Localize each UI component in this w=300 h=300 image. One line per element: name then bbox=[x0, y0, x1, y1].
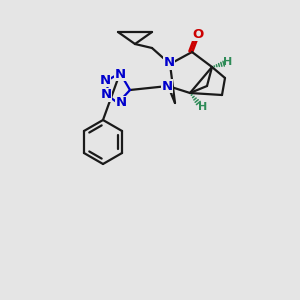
Text: H: H bbox=[198, 102, 208, 112]
Text: N: N bbox=[114, 68, 126, 80]
Text: N: N bbox=[100, 88, 112, 101]
Text: O: O bbox=[192, 28, 204, 40]
Text: N: N bbox=[164, 56, 175, 70]
Text: N: N bbox=[116, 97, 127, 110]
Text: H: H bbox=[224, 57, 232, 67]
Text: N: N bbox=[161, 80, 172, 92]
Text: N: N bbox=[99, 74, 111, 86]
